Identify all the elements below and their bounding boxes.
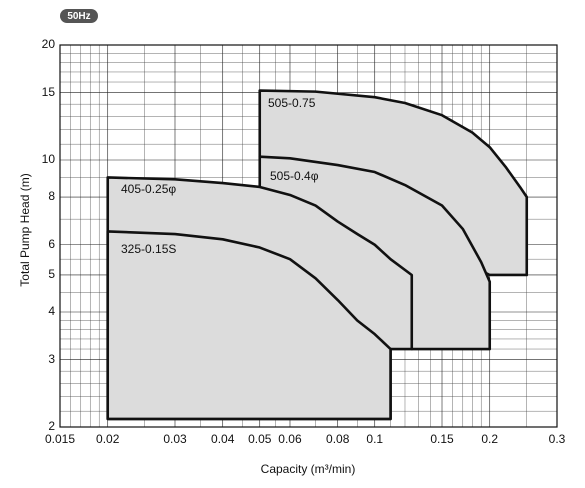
y-tick-label: 10: [42, 152, 56, 166]
y-tick-label: 15: [42, 85, 56, 99]
y-tick-label: 4: [48, 304, 55, 318]
x-tick-label: 0.02: [96, 432, 120, 446]
region: [106, 230, 392, 421]
x-tick-label: 0.3: [549, 432, 566, 446]
badge: 50Hz: [67, 11, 90, 22]
y-tick-label: 2: [48, 419, 55, 433]
x-tick-label: 0.04: [211, 432, 235, 446]
plot-frame: [59, 44, 558, 428]
y-tick-label: 5: [48, 267, 55, 281]
x-tick-label: 0.015: [45, 432, 75, 446]
y-axis-label: Total Pump Head (m): [18, 173, 32, 286]
badge-bg: [60, 9, 98, 23]
x-tick-label: 0.15: [430, 432, 454, 446]
region-label: 505-0.4φ: [270, 169, 319, 183]
y-tick-label: 3: [48, 352, 55, 366]
x-tick-label: 0.1: [366, 432, 383, 446]
x-tick-label: 0.03: [163, 432, 187, 446]
y-tick-label: 6: [48, 237, 55, 251]
x-tick-label: 0.05: [248, 432, 272, 446]
y-tick-label: 8: [48, 189, 55, 203]
x-axis-label: Capacity (m³/min): [261, 462, 356, 476]
region-label: 405-0.25φ: [121, 182, 176, 196]
x-tick-label: 0.06: [278, 432, 302, 446]
x-tick-label: 0.08: [326, 432, 350, 446]
x-tick-label: 0.2: [481, 432, 498, 446]
y-tick-label: 20: [42, 37, 56, 51]
region-label: 325-0.15S: [121, 242, 176, 256]
region-label: 505-0.75: [268, 96, 316, 110]
